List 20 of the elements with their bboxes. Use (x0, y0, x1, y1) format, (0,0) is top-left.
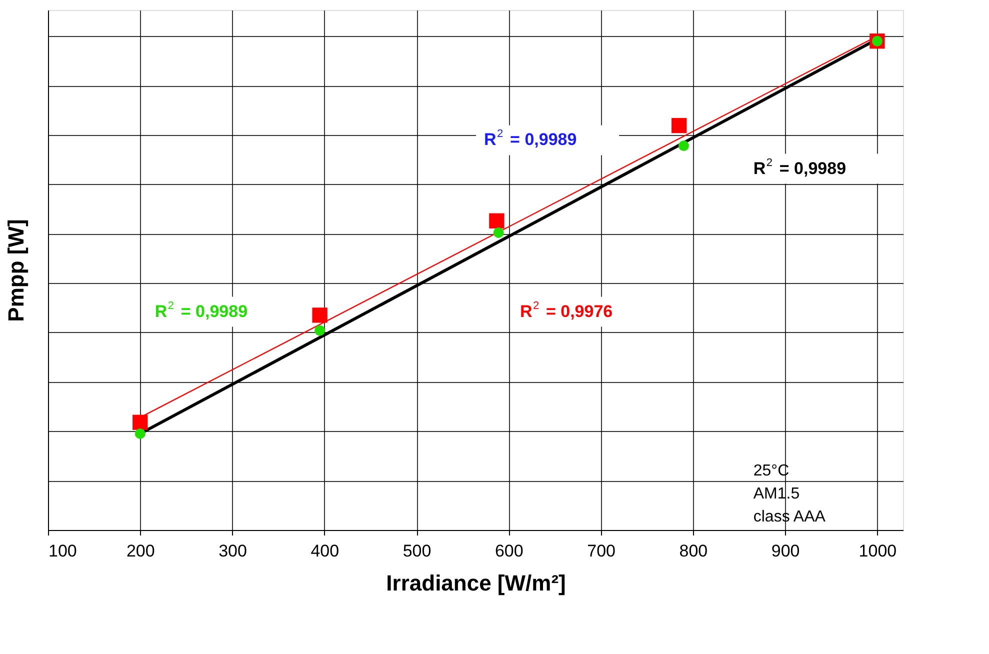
y-axis-title: Pmpp [W] (4, 219, 28, 322)
point (672, 118, 687, 134)
x-tick-label: 500 (402, 542, 432, 560)
x-tick-label: 800 (679, 542, 708, 560)
point (493, 227, 504, 238)
x-tick-label: 700 (587, 542, 616, 560)
point (489, 213, 504, 228)
x-tick-label: 200 (126, 542, 155, 560)
x-tick-label: 1000 (858, 542, 897, 560)
x-tick-label: 400 (310, 542, 340, 560)
point (132, 414, 148, 430)
point (312, 308, 328, 323)
x-tick-label: 300 (218, 542, 247, 560)
point (314, 325, 326, 336)
x-tick-label: 100 (48, 542, 77, 560)
point (678, 140, 689, 152)
x-tick-label: 900 (771, 542, 800, 560)
x-tick-label: 600 (494, 542, 524, 560)
x-axis-title: Irradiance [W/m²] (386, 570, 566, 596)
point (134, 428, 146, 439)
